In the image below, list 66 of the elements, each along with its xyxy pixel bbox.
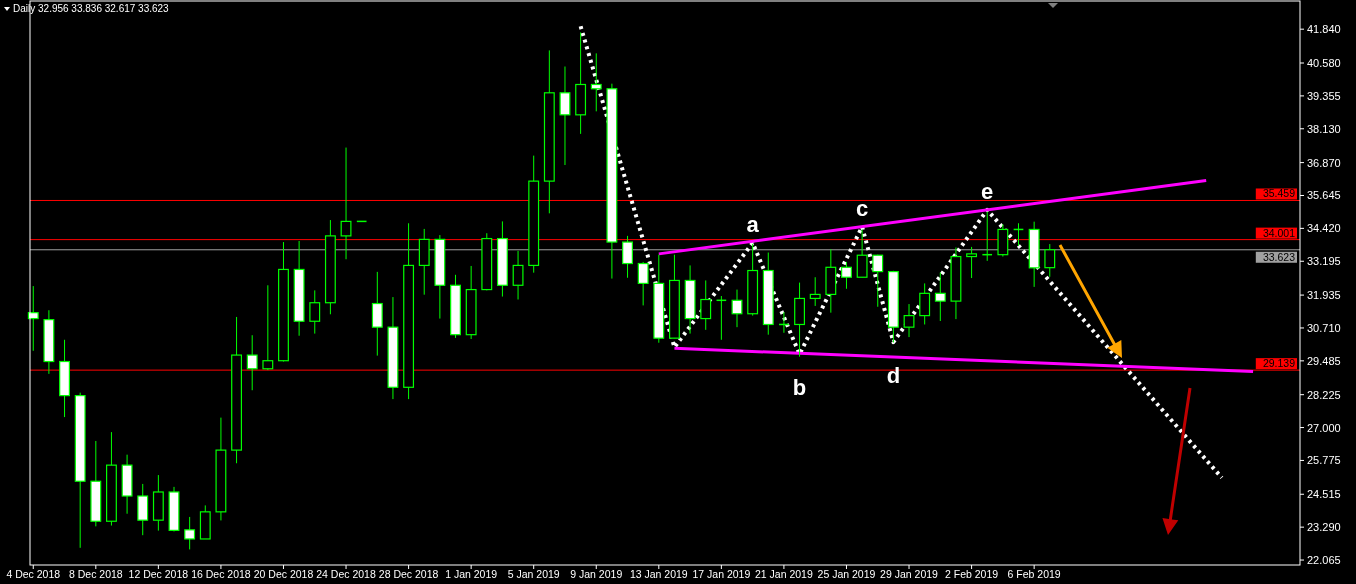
candlestick <box>966 246 978 279</box>
x-tick-label: 6 Feb 2019 <box>1007 568 1061 580</box>
annotation: b <box>792 374 807 400</box>
y-tick-label: 22.065 <box>1307 554 1341 567</box>
y-tick-label: 36.870 <box>1307 156 1341 169</box>
candlestick <box>512 250 524 301</box>
candlestick <box>340 147 352 260</box>
x-tick-label: 2 Feb 2019 <box>945 568 999 580</box>
x-tick-label: 8 Dec 2018 <box>68 568 123 580</box>
y-tick-label: 40.580 <box>1307 57 1341 70</box>
x-tick-label: 1 Jan 2019 <box>445 568 498 580</box>
ref-line-label: 29.139 <box>1262 357 1296 370</box>
candlestick <box>934 272 946 322</box>
y-tick-label: 41.840 <box>1307 23 1341 36</box>
candlestick <box>246 334 258 391</box>
x-tick-label: 5 Jan 2019 <box>507 568 560 580</box>
candlestick <box>637 261 649 306</box>
candlestick <box>1044 243 1056 278</box>
y-tick-label: 29.485 <box>1307 354 1341 367</box>
candlestick <box>903 303 915 338</box>
candlestick <box>371 271 383 357</box>
candlestick <box>856 228 868 278</box>
chart-title: Daily 32.956 33.836 32.617 33.623 <box>13 3 170 14</box>
candlestick <box>590 52 602 112</box>
x-tick-label: 24 Dec 2018 <box>316 568 376 580</box>
y-tick-label: 35.645 <box>1307 189 1341 202</box>
candlestick <box>559 66 571 166</box>
x-tick-label: 20 Dec 2018 <box>253 568 314 580</box>
candlestick <box>622 235 633 279</box>
candlestick <box>184 516 196 550</box>
x-tick-label: 17 Jan 2019 <box>692 568 751 580</box>
y-tick-label: 31.935 <box>1307 289 1341 302</box>
candlestick <box>841 261 852 290</box>
candlestick <box>309 289 321 335</box>
ref-line-label: 35.459 <box>1262 187 1296 200</box>
candlestick <box>872 254 884 308</box>
x-tick-label: 12 Dec 2018 <box>128 568 189 580</box>
annotation: e <box>981 179 994 205</box>
candlestick <box>919 282 931 325</box>
x-tick-label: 29 Jan 2019 <box>880 568 939 580</box>
ref-line-label: 33.623 <box>1262 250 1296 263</box>
y-tick-label: 38.130 <box>1307 122 1341 135</box>
x-tick-label: 4 Dec 2018 <box>6 568 61 580</box>
x-tick-label: 9 Jan 2019 <box>570 568 623 580</box>
y-tick-label: 28.225 <box>1307 388 1341 401</box>
y-tick-label: 24.515 <box>1307 488 1341 501</box>
candlestick <box>262 284 274 371</box>
ref-line-label: 34.001 <box>1262 226 1296 239</box>
x-tick-label: 13 Jan 2019 <box>629 568 688 580</box>
annotation: a <box>746 212 760 238</box>
annotation: c <box>855 196 869 222</box>
y-tick-label: 25.775 <box>1307 454 1341 467</box>
x-tick-label: 28 Dec 2018 <box>378 568 439 580</box>
y-tick-label: 30.710 <box>1307 321 1341 334</box>
x-tick-label: 25 Jan 2019 <box>817 568 876 580</box>
y-tick-label: 33.195 <box>1307 255 1341 268</box>
y-tick-label: 23.290 <box>1307 521 1341 534</box>
y-tick-label: 34.420 <box>1307 222 1341 235</box>
candlestick <box>809 276 821 307</box>
x-tick-label: 21 Jan 2019 <box>755 568 813 580</box>
x-tick-label: 16 Dec 2018 <box>191 568 251 580</box>
y-tick-label: 27.000 <box>1307 421 1341 434</box>
candlestick <box>700 279 712 331</box>
line-series <box>578 24 1224 480</box>
candlestick <box>731 289 743 328</box>
y-tick-label: 39.355 <box>1307 89 1341 102</box>
